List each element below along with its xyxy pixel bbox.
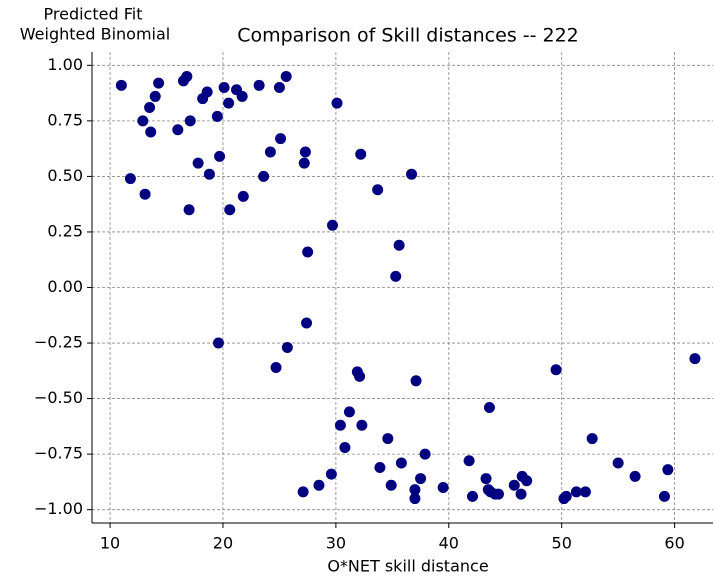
y-tick-label: 1.00 <box>47 55 83 74</box>
point <box>560 490 572 502</box>
point <box>214 150 226 162</box>
point <box>313 479 325 491</box>
point <box>203 168 215 180</box>
point <box>406 168 418 180</box>
chart-title: Comparison of Skill distances -- 222 <box>237 25 579 47</box>
point <box>183 204 195 216</box>
point <box>181 70 193 82</box>
point <box>483 401 495 413</box>
point <box>437 481 449 493</box>
point <box>390 270 402 282</box>
point <box>270 361 282 373</box>
point <box>139 188 151 200</box>
point <box>409 493 421 505</box>
point <box>356 419 368 431</box>
y-axis-label: Weighted Binomial <box>20 25 170 44</box>
point <box>508 479 520 491</box>
point <box>550 364 562 376</box>
point <box>223 97 235 109</box>
point <box>467 490 479 502</box>
point <box>211 110 223 122</box>
point <box>521 475 533 487</box>
point <box>201 86 213 98</box>
point <box>273 82 285 94</box>
point <box>137 115 149 127</box>
point <box>302 246 314 258</box>
point <box>297 486 309 498</box>
point <box>480 473 492 485</box>
point <box>275 133 287 145</box>
point <box>145 126 157 138</box>
point <box>184 115 196 127</box>
point <box>410 375 422 387</box>
point <box>662 464 674 476</box>
point <box>612 457 624 469</box>
x-tick-label: 30 <box>326 534 346 553</box>
point <box>264 146 276 158</box>
point <box>237 190 249 202</box>
point <box>298 157 310 169</box>
y-tick-label: 0.00 <box>47 277 83 296</box>
point <box>492 488 504 500</box>
x-tick-label: 40 <box>439 534 459 553</box>
point <box>124 173 136 185</box>
point <box>325 468 337 480</box>
y-tick-label: 0.75 <box>47 110 83 129</box>
x-tick-label: 60 <box>664 534 684 553</box>
point <box>144 102 156 114</box>
point <box>658 490 670 502</box>
point <box>218 82 230 94</box>
point <box>153 77 165 89</box>
point <box>385 479 397 491</box>
point <box>409 484 421 496</box>
point <box>192 157 204 169</box>
point <box>253 79 265 91</box>
x-tick-label: 20 <box>213 534 233 553</box>
point <box>463 455 475 467</box>
point <box>212 337 224 349</box>
x-axis-label: O*NET skill distance <box>327 557 488 576</box>
point <box>326 219 338 231</box>
point <box>393 239 405 251</box>
point <box>236 90 248 102</box>
y-tick-label: −1.00 <box>34 499 83 518</box>
point <box>689 353 701 365</box>
point <box>280 70 292 82</box>
y-tick-label: −0.50 <box>34 388 83 407</box>
point <box>281 341 293 353</box>
y-tick-label: 0.25 <box>47 221 83 240</box>
point <box>224 204 236 216</box>
point <box>570 486 582 498</box>
point <box>343 406 355 418</box>
point <box>299 146 311 158</box>
point <box>374 461 386 473</box>
point <box>372 184 384 196</box>
point <box>172 124 184 136</box>
point <box>415 473 427 485</box>
y-tick-label: −0.75 <box>34 444 83 463</box>
y-axis-label: Predicted Fit <box>44 5 143 24</box>
x-tick-label: 10 <box>100 534 120 553</box>
point <box>395 457 407 469</box>
point <box>629 470 641 482</box>
point <box>149 90 161 102</box>
point <box>382 433 394 445</box>
point <box>355 148 367 160</box>
point <box>419 448 431 460</box>
y-tick-label: 0.50 <box>47 166 83 185</box>
point <box>579 486 591 498</box>
point <box>339 441 351 453</box>
point <box>331 97 343 109</box>
y-tick-label: −0.25 <box>34 333 83 352</box>
point <box>258 170 270 182</box>
point <box>515 488 527 500</box>
point <box>115 79 127 91</box>
point <box>354 370 366 382</box>
point <box>586 433 598 445</box>
point <box>301 317 313 329</box>
x-tick-label: 50 <box>552 534 572 553</box>
point <box>334 419 346 431</box>
